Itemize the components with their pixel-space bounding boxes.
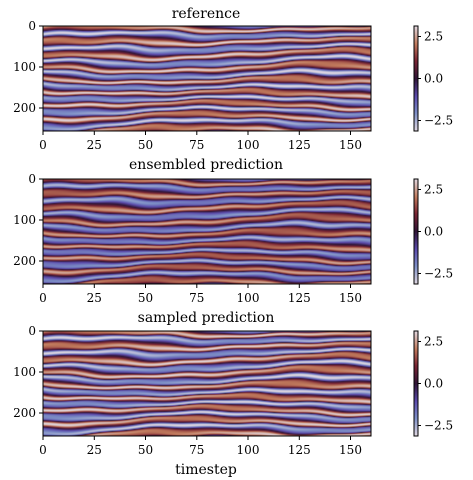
x-tick-label: 100 xyxy=(237,138,260,152)
colorbar-tick-label: 2.5 xyxy=(424,335,443,349)
x-tick-label: 0 xyxy=(39,443,47,457)
panel-reference: reference 0 100 200 0 25 50 xyxy=(13,6,453,152)
x-tick-label: 50 xyxy=(138,138,153,152)
x-tick-label: 150 xyxy=(339,291,362,305)
colorbar-tick-label: −2.5 xyxy=(424,419,453,433)
y-axis: 0 100 200 xyxy=(13,324,43,420)
x-axis-label: timestep xyxy=(175,462,237,478)
y-tick-label: 200 xyxy=(13,254,36,268)
x-axis: 0 25 50 75 100 125 150 timestep xyxy=(39,436,362,478)
colorbar-gradient xyxy=(413,25,419,132)
x-tick-label: 25 xyxy=(87,443,102,457)
x-tick-label: 100 xyxy=(237,291,260,305)
panel-ensembled-prediction: ensembled prediction 0 100 200 0 25 xyxy=(13,157,453,305)
heatmap-image xyxy=(43,331,371,436)
colorbar-tick-label: 2.5 xyxy=(424,183,443,197)
x-tick-label: 150 xyxy=(339,138,362,152)
x-tick-label: 75 xyxy=(189,138,204,152)
panel-sampled-prediction: sampled prediction 0 100 200 0 25 xyxy=(13,310,453,478)
x-tick-label: 125 xyxy=(288,138,311,152)
colorbar: 2.5 0.0 −2.5 xyxy=(413,25,453,132)
colorbar-tick-label: 0.0 xyxy=(424,225,443,239)
colorbar-gradient xyxy=(413,330,419,437)
heatmap-image xyxy=(43,179,371,284)
y-tick-label: 100 xyxy=(13,365,36,379)
plot-frame xyxy=(42,178,372,285)
y-axis: 0 100 200 xyxy=(13,172,43,268)
colorbar-tick-label: 0.0 xyxy=(424,72,443,86)
y-tick-label: 200 xyxy=(13,101,36,115)
y-tick-label: 0 xyxy=(28,324,36,338)
panel-title: sampled prediction xyxy=(138,310,275,326)
panel-title: ensembled prediction xyxy=(129,157,283,173)
x-axis: 0 25 50 75 100 125 150 xyxy=(39,131,362,152)
x-tick-label: 25 xyxy=(87,138,102,152)
plot-frame xyxy=(42,25,372,132)
colorbar-gradient xyxy=(413,178,419,285)
heatmap-image xyxy=(43,26,371,131)
colorbar: 2.5 0.0 −2.5 xyxy=(413,178,453,285)
panel-title: reference xyxy=(172,6,241,22)
x-tick-label: 100 xyxy=(237,443,260,457)
plot-frame xyxy=(42,330,372,437)
x-tick-label: 125 xyxy=(288,443,311,457)
x-tick-label: 150 xyxy=(339,443,362,457)
x-axis: 0 25 50 75 100 125 150 xyxy=(39,284,362,305)
colorbar: 2.5 0.0 −2.5 xyxy=(413,330,453,437)
x-tick-label: 75 xyxy=(189,291,204,305)
y-tick-label: 100 xyxy=(13,213,36,227)
y-tick-label: 0 xyxy=(28,19,36,33)
x-tick-label: 75 xyxy=(189,443,204,457)
x-tick-label: 0 xyxy=(39,291,47,305)
y-tick-label: 100 xyxy=(13,60,36,74)
colorbar-tick-label: 2.5 xyxy=(424,30,443,44)
colorbar-tick-label: −2.5 xyxy=(424,267,453,281)
y-tick-label: 200 xyxy=(13,406,36,420)
x-tick-label: 50 xyxy=(138,291,153,305)
x-tick-label: 125 xyxy=(288,291,311,305)
y-axis: 0 100 200 xyxy=(13,19,43,115)
x-tick-label: 50 xyxy=(138,443,153,457)
y-tick-label: 0 xyxy=(28,172,36,186)
x-tick-label: 25 xyxy=(87,291,102,305)
colorbar-tick-label: 0.0 xyxy=(424,377,443,391)
colorbar-tick-label: −2.5 xyxy=(424,114,453,128)
x-tick-label: 0 xyxy=(39,138,47,152)
